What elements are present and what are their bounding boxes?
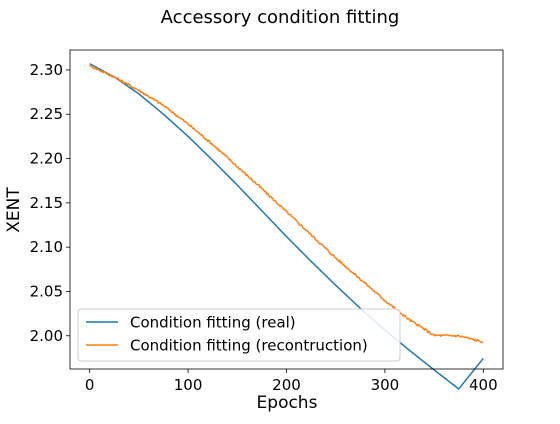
legend-label-1: Condition fitting (real) xyxy=(130,314,296,332)
plot-area: 0 100 200 300 400 2.00 2.05 2.10 2.15 2.20 2.25 2.3… xyxy=(30,49,504,394)
y-tick-label: 2.15 xyxy=(30,194,63,212)
legend-label-2: Condition fitting (recontruction) xyxy=(130,337,368,355)
x-tick-label: 200 xyxy=(272,376,301,394)
x-tick-label: 100 xyxy=(174,376,203,394)
y-tick-label: 2.05 xyxy=(30,282,63,300)
chart-title: Accessory condition fitting xyxy=(161,7,400,28)
y-tick-label: 2.20 xyxy=(30,150,63,168)
series-line-1 xyxy=(89,63,484,390)
y-tick-label: 2.10 xyxy=(30,238,63,256)
x-axis-label: Epochs xyxy=(257,393,318,413)
series-line-2 xyxy=(89,64,484,344)
y-tick-label: 2.30 xyxy=(30,61,63,79)
y-tick-label: 2.25 xyxy=(30,105,63,123)
legend-box xyxy=(77,308,401,362)
y-axis-label: XENT xyxy=(4,187,24,233)
x-tick-label: 300 xyxy=(371,376,400,394)
x-tick-label: 0 xyxy=(85,376,95,394)
y-tick-label: 2.00 xyxy=(30,327,63,345)
x-tick-label: 400 xyxy=(469,376,498,394)
